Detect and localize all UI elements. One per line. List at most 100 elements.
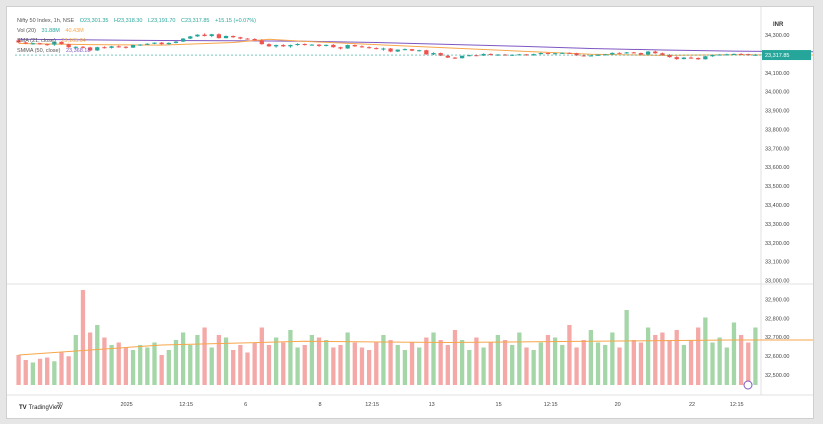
- volume-bar: [80, 290, 86, 385]
- candle-body: [302, 43, 307, 46]
- volume-bar: [696, 327, 701, 385]
- candle-body: [202, 34, 207, 36]
- price-axis-label: 32,700.00: [765, 335, 789, 341]
- volume-bar: [538, 342, 543, 385]
- candle-body: [617, 52, 622, 54]
- volume-bar: [59, 352, 64, 385]
- candle-body: [431, 53, 436, 55]
- candle-body: [138, 44, 143, 46]
- volume-bar: [738, 335, 744, 385]
- legend-open: O23,301.35: [79, 18, 109, 24]
- volume-bar: [638, 342, 644, 385]
- volume-ma-line: [18, 339, 813, 356]
- volume-bar: [488, 342, 493, 385]
- volume-bar: [173, 340, 179, 385]
- candle-body: [116, 46, 121, 48]
- currency-label[interactable]: INR: [773, 22, 784, 28]
- legend-sma21-label: SMA (21, close): [17, 38, 56, 44]
- volume-bar: [653, 335, 658, 385]
- volume-bar: [717, 337, 722, 385]
- legend-sma50-value: 23,368.18: [65, 48, 91, 54]
- candle-body: [631, 52, 636, 54]
- volume-bar: [202, 327, 207, 385]
- candle-body: [87, 47, 93, 51]
- sma21-line: [18, 38, 813, 56]
- volume-bar: [345, 332, 350, 385]
- price-chart[interactable]: 34,300.0034,200.0034,100.0034,000.0033,9…: [7, 7, 813, 418]
- candle-body: [595, 54, 601, 56]
- candle-body: [681, 57, 687, 60]
- candle-body: [746, 54, 751, 56]
- legend-symbol[interactable]: Nifty 50 Index, 1h, NSE: [17, 18, 75, 24]
- volume-bar: [309, 335, 315, 385]
- event-marker: [743, 380, 753, 390]
- volume-bar: [510, 345, 515, 385]
- candle-body: [231, 35, 236, 38]
- candle-body: [259, 40, 264, 45]
- candle-body: [238, 37, 243, 39]
- candle-body: [409, 49, 415, 51]
- legend-sma50-row[interactable]: SMMA (50, close) 23,368.18: [17, 47, 94, 55]
- volume-bar: [302, 345, 307, 385]
- volume-bar: [438, 340, 443, 385]
- candle-body: [402, 49, 408, 51]
- candle-body: [674, 57, 679, 60]
- volume-bar: [159, 355, 164, 385]
- candle-body: [95, 47, 100, 51]
- time-axis-label: 12:15: [730, 402, 744, 408]
- legend-close: C23,317.85: [181, 18, 210, 24]
- volume-bar: [452, 330, 458, 385]
- candle-body: [381, 48, 386, 50]
- candle-body: [366, 47, 372, 49]
- candle-body: [180, 38, 186, 42]
- volume-bar: [66, 356, 71, 385]
- candle-body: [316, 44, 322, 46]
- last-price-tag: [762, 50, 811, 61]
- tradingview-logo[interactable]: TV TradingView: [19, 405, 62, 411]
- candle-body: [624, 52, 629, 54]
- candle-body: [545, 53, 551, 55]
- candle-body: [452, 57, 458, 59]
- candle-body: [166, 42, 171, 45]
- smma50-line: [18, 38, 813, 53]
- price-axis-label: 34,300.00: [765, 33, 789, 39]
- last-price-label: 23,317.85: [765, 53, 789, 59]
- candle-body: [37, 43, 43, 45]
- volume-bar: [610, 332, 615, 385]
- volume-bar: [338, 345, 343, 385]
- price-axis-label: 33,900.00: [765, 109, 789, 115]
- volume-bar: [109, 345, 114, 385]
- candle-body: [645, 51, 651, 55]
- volume-bar: [166, 350, 171, 385]
- candle-body: [696, 58, 701, 60]
- candle-body: [145, 43, 150, 45]
- legend-volume-row[interactable]: Vol (20) 31.88M 40.43M: [17, 27, 88, 35]
- volume-bar: [588, 330, 594, 385]
- candle-body: [610, 52, 615, 55]
- volume-bar: [116, 342, 121, 385]
- legend-volume-value: 31.88M: [41, 28, 60, 34]
- time-axis-label: 12:15: [179, 402, 193, 408]
- price-axis-label: 32,900.00: [765, 297, 789, 303]
- candle-body: [688, 57, 694, 59]
- volume-bar: [281, 342, 286, 385]
- volume-bar: [231, 350, 236, 385]
- volume-bar: [481, 347, 486, 385]
- volume-bar: [366, 350, 372, 385]
- volume-bar: [710, 342, 715, 385]
- candle-body: [417, 50, 422, 52]
- legend-low: L23,191.70: [147, 18, 176, 24]
- candle-body: [531, 54, 536, 56]
- legend-sma21-row[interactable]: SMA (21, close) 23,165.04: [17, 37, 90, 45]
- candle-body: [281, 45, 286, 47]
- volume-bar: [331, 347, 336, 385]
- candle-body: [209, 34, 214, 36]
- volume-bar: [188, 345, 193, 385]
- candle-body: [438, 53, 443, 56]
- legend-sma50-label: SMMA (50, close): [17, 48, 61, 54]
- price-axis-label: 33,100.00: [765, 260, 789, 266]
- volume-bar: [209, 347, 214, 385]
- candle-body: [502, 54, 508, 56]
- candle-body: [588, 55, 594, 57]
- volume-bar: [402, 350, 408, 385]
